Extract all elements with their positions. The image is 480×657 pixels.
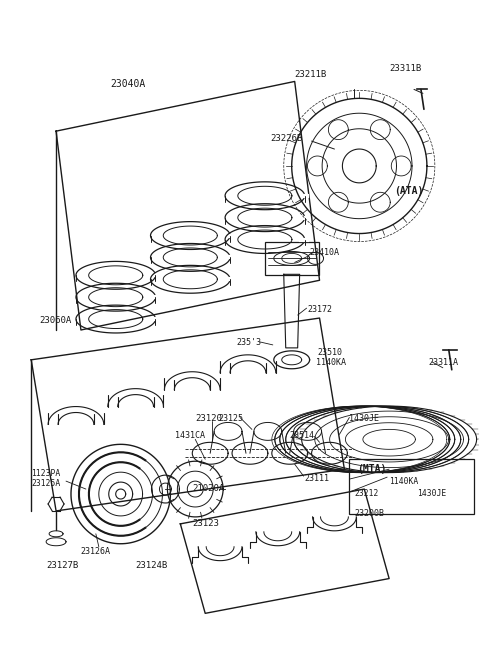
Text: 23510: 23510 (318, 348, 343, 357)
Text: 23172: 23172 (308, 305, 333, 314)
Text: 23124B: 23124B (136, 560, 168, 570)
Text: 23127B: 23127B (46, 560, 78, 570)
Text: 23060A: 23060A (39, 316, 72, 325)
Text: 1140KA: 1140KA (315, 358, 346, 367)
Text: 235'3: 235'3 (236, 338, 261, 347)
Text: 1123PA: 1123PA (31, 469, 60, 478)
Text: (ATA): (ATA) (394, 186, 423, 196)
FancyBboxPatch shape (265, 242, 319, 275)
Text: 23212: 23212 (354, 489, 379, 498)
Text: 23200B: 23200B (354, 509, 384, 518)
Text: 23211B: 23211B (295, 70, 327, 78)
Text: 21020A: 21020A (192, 484, 225, 493)
Text: 1431CA: 1431CA (175, 432, 205, 440)
Text: (MTA): (MTA) (357, 464, 387, 474)
Text: 23040A: 23040A (111, 79, 146, 89)
Text: 23111: 23111 (305, 474, 330, 483)
Text: 1140KA: 1140KA (389, 477, 419, 486)
Text: 23120: 23120 (195, 415, 222, 424)
Text: 23410A: 23410A (310, 248, 339, 258)
Text: 23311A: 23311A (429, 358, 459, 367)
Text: 23514: 23514 (290, 432, 315, 440)
Text: 1430JE: 1430JE (349, 415, 379, 424)
Text: 1430JE: 1430JE (417, 489, 446, 498)
Text: 23125: 23125 (218, 413, 243, 422)
Text: 23311B: 23311B (389, 64, 421, 72)
Bar (349, 459, 474, 514)
Text: 23126A: 23126A (81, 547, 111, 556)
Text: 23123: 23123 (192, 519, 219, 528)
Text: 23226B: 23226B (270, 134, 302, 143)
Text: 23125A: 23125A (31, 479, 60, 488)
